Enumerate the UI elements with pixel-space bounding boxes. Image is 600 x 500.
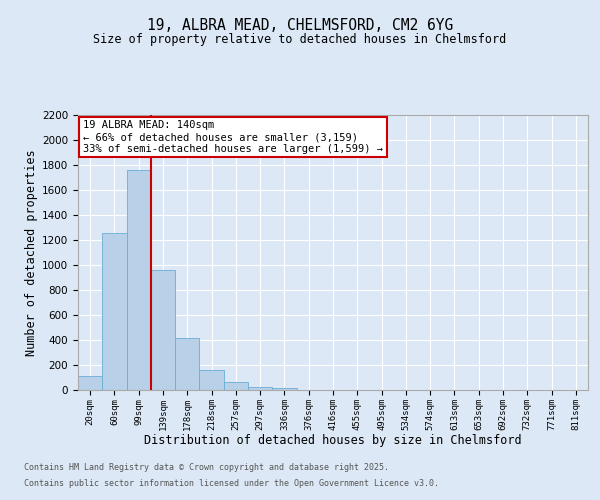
Text: 19, ALBRA MEAD, CHELMSFORD, CM2 6YG: 19, ALBRA MEAD, CHELMSFORD, CM2 6YG — [147, 18, 453, 32]
Bar — [248, 387, 272, 390]
Text: Size of property relative to detached houses in Chelmsford: Size of property relative to detached ho… — [94, 32, 506, 46]
Text: Contains public sector information licensed under the Open Government Licence v3: Contains public sector information licen… — [24, 478, 439, 488]
Bar — [199, 370, 224, 390]
Text: 19 ALBRA MEAD: 140sqm
← 66% of detached houses are smaller (3,159)
33% of semi-d: 19 ALBRA MEAD: 140sqm ← 66% of detached … — [83, 120, 383, 154]
Bar — [151, 270, 175, 390]
Y-axis label: Number of detached properties: Number of detached properties — [25, 149, 38, 356]
Bar — [224, 382, 248, 390]
Bar — [127, 170, 151, 390]
Bar — [102, 232, 127, 390]
Text: Contains HM Land Registry data © Crown copyright and database right 2025.: Contains HM Land Registry data © Crown c… — [24, 464, 389, 472]
X-axis label: Distribution of detached houses by size in Chelmsford: Distribution of detached houses by size … — [144, 434, 522, 447]
Bar — [78, 376, 102, 390]
Bar — [175, 338, 199, 390]
Bar — [272, 388, 296, 390]
